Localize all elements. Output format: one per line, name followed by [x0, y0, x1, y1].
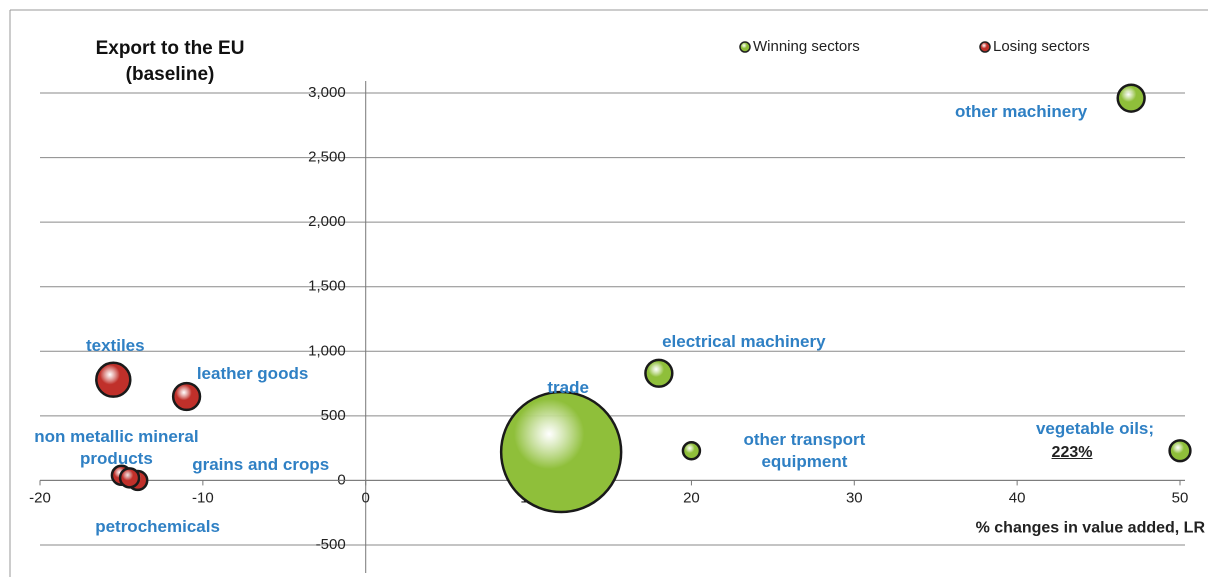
bubble	[95, 361, 132, 398]
point-label: non metallic mineral products	[34, 427, 199, 469]
y-tick-label: 2,000	[308, 213, 346, 230]
x-tick-label: 20	[683, 489, 700, 506]
x-tick-label: 30	[846, 489, 863, 506]
legend-label: Winning sectors	[753, 38, 860, 55]
annotation: 223%	[1051, 443, 1093, 461]
chart-title: Export to the EU	[95, 38, 245, 59]
legend-label: Losing sectors	[993, 38, 1090, 55]
bubble	[1116, 83, 1146, 113]
x-tick-label: 50	[1172, 489, 1189, 506]
legend-marker	[979, 41, 991, 53]
point-label: trade	[547, 378, 589, 398]
bubble	[681, 440, 702, 461]
point-label: other machinery	[955, 102, 1088, 122]
y-tick-label: 1,000	[308, 342, 346, 359]
bubble	[171, 381, 202, 412]
point-label: vegetable oils;	[1035, 418, 1155, 438]
y-tick-label: 500	[321, 407, 346, 424]
x-tick-label: 40	[1009, 489, 1026, 506]
point-label: textiles	[85, 335, 145, 355]
y-tick-label: -500	[316, 536, 346, 553]
x-axis-label: % changes in value added, LR	[976, 520, 1206, 537]
y-tick-label: 2,500	[308, 149, 346, 166]
point-label: electrical machinery	[662, 332, 826, 352]
point-label: grains and crops	[192, 455, 330, 475]
bubble	[644, 358, 674, 388]
x-tick-label: 0	[362, 489, 370, 506]
legend-marker	[739, 41, 751, 53]
x-tick-label: -10	[192, 489, 214, 506]
point-label: petrochemicals	[95, 516, 220, 536]
chart-subtitle: (baseline)	[125, 64, 215, 85]
point-label: other transport equipment	[743, 429, 866, 471]
bubble	[1168, 439, 1192, 463]
bubble	[499, 390, 623, 514]
point-label: leather goods	[196, 364, 309, 384]
x-tick-label: -20	[29, 489, 51, 506]
y-tick-label: 3,000	[308, 84, 346, 101]
y-tick-label: 0	[337, 471, 345, 488]
y-tick-label: 1,500	[308, 278, 346, 295]
bubble	[118, 467, 141, 489]
